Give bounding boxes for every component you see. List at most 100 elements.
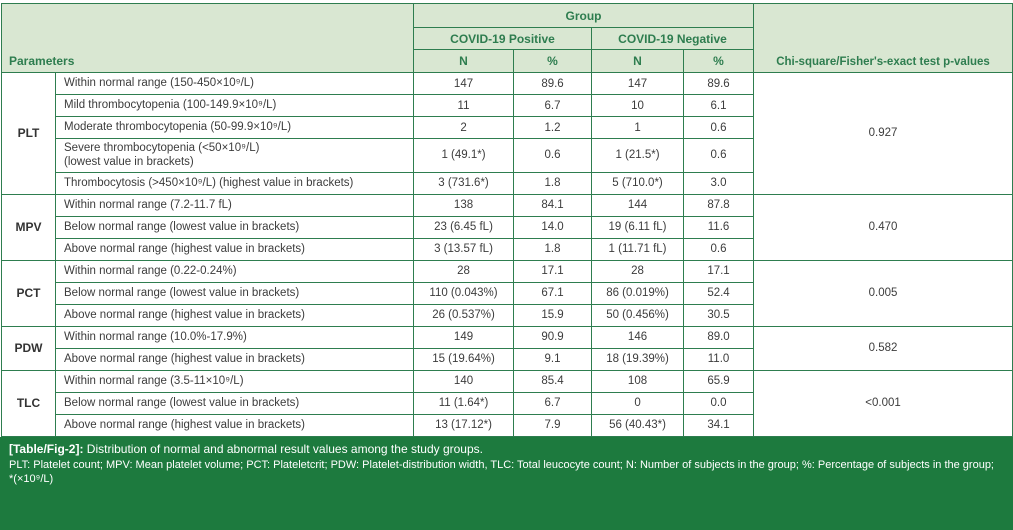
category-cell: Moderate thrombocytopenia (50-99.9×10⁹/L… [54, 116, 415, 139]
pos-n-cell: 147 [413, 72, 515, 95]
pdw-section: PDW Within normal range (10.0%-17.9%) 14… [1, 325, 1013, 371]
pos-n-cell: 1 (49.1*) [413, 138, 515, 173]
neg-percent-cell: 34.1 [683, 413, 755, 437]
plt-section: PLT Within normal range (150-450×10⁹/L) … [1, 72, 1013, 195]
neg-percent-cell: 0.6 [683, 138, 755, 173]
caption-note: *(×10⁹/L) [9, 473, 54, 486]
table-row: TLC Within normal range (3.5-11×10⁹/L) 1… [1, 369, 1013, 437]
category-cell: Within normal range (0.22-0.24%) [54, 259, 415, 283]
table-row: Mild thrombocytopenia (100-149.9×10⁹/L) … [2, 94, 1013, 117]
neg-percent-cell: 89.6 [683, 72, 755, 95]
category-cell: Mild thrombocytopenia (100-149.9×10⁹/L) [54, 94, 415, 117]
neg-n-cell: 144 [591, 193, 685, 217]
covid-positive-header: COVID-19 Positive [413, 27, 593, 50]
category-cell: Severe thrombocytopenia (<50×10⁹/L) (low… [54, 138, 415, 173]
neg-percent-cell: 6.1 [683, 94, 755, 117]
neg-n-cell: 50 (0.456%) [591, 303, 685, 327]
pos-percent-cell: 90.9 [513, 325, 593, 349]
pos-percent-cell: 9.1 [513, 347, 593, 371]
category-cell: Within normal range (3.5-11×10⁹/L) [54, 369, 415, 393]
pos-percent-cell: 1.2 [513, 116, 593, 139]
table-row: Above normal range (highest value in bra… [2, 347, 1013, 371]
neg-percent-cell: 89.0 [683, 325, 755, 349]
neg-percent-cell: 0.6 [683, 237, 755, 261]
table-row: Below normal range (lowest value in brac… [2, 281, 1013, 305]
caption-abbreviations: PLT: Platelet count; MPV: Mean platelet … [9, 458, 994, 471]
pos-percent-cell: 84.1 [513, 193, 593, 217]
pos-n-cell: 138 [413, 193, 515, 217]
neg-n-cell: 146 [591, 325, 685, 349]
table-row: PLT Within normal range (150-450×10⁹/L) … [1, 72, 1013, 195]
pos-n-cell: 15 (19.64%) [413, 347, 515, 371]
table-row: PCT Within normal range (0.22-0.24%) 28 … [1, 259, 1013, 327]
neg-n-cell: 18 (19.39%) [591, 347, 685, 371]
results-table: Parameters Group Chi-square/Fisher's-exa… [0, 3, 1013, 437]
neg-n-cell: 56 (40.43*) [591, 413, 685, 437]
neg-n-header: N [591, 49, 685, 73]
pos-percent-cell: 89.6 [513, 72, 593, 95]
parameter-label-pdw: PDW [1, 325, 56, 371]
caption-label: [Table/Fig-2]: [9, 441, 84, 456]
parameter-label-tlc: TLC [1, 369, 56, 437]
table-row: MPV Within normal range (7.2-11.7 fL) 13… [1, 193, 1013, 261]
p-value-cell: 0.582 [753, 325, 1013, 371]
table-header: Parameters Group Chi-square/Fisher's-exa… [0, 3, 1013, 73]
neg-percent-header: % [683, 49, 755, 73]
neg-n-cell: 0 [591, 391, 685, 415]
pos-n-cell: 13 (17.12*) [413, 413, 515, 437]
category-cell: Above normal range (highest value in bra… [54, 303, 415, 327]
neg-percent-cell: 3.0 [683, 171, 755, 195]
pos-n-cell: 23 (6.45 fL) [413, 215, 515, 239]
neg-n-cell: 5 (710.0*) [591, 171, 685, 195]
pos-n-cell: 28 [413, 259, 515, 283]
pos-n-cell: 3 (13.57 fL) [413, 237, 515, 261]
p-value-cell: 0.927 [753, 72, 1013, 195]
p-value-cell: 0.470 [753, 193, 1013, 261]
parameter-label-plt: PLT [1, 72, 56, 195]
table-row: Severe thrombocytopenia (<50×10⁹/L) (low… [2, 138, 1013, 173]
pos-percent-cell: 0.6 [513, 138, 593, 173]
pos-n-cell: 2 [413, 116, 515, 139]
p-value-cell: <0.001 [753, 369, 1013, 437]
neg-n-cell: 10 [591, 94, 685, 117]
neg-percent-cell: 87.8 [683, 193, 755, 217]
table-row: PDW Within normal range (10.0%-17.9%) 14… [1, 325, 1013, 371]
category-cell: Below normal range (lowest value in brac… [54, 215, 415, 239]
table-row: Moderate thrombocytopenia (50-99.9×10⁹/L… [2, 116, 1013, 139]
neg-percent-cell: 11.6 [683, 215, 755, 239]
category-cell: Above normal range (highest value in bra… [54, 413, 415, 437]
table-row: Thrombocytosis (>450×10⁹/L) (highest val… [2, 171, 1013, 195]
category-cell: Within normal range (7.2-11.7 fL) [54, 193, 415, 217]
caption-title: [Table/Fig-2]: Distribution of normal an… [9, 442, 1004, 458]
table-row: Below normal range (lowest value in brac… [2, 391, 1013, 415]
pos-percent-header: % [513, 49, 593, 73]
neg-n-cell: 86 (0.019%) [591, 281, 685, 305]
category-cell: Above normal range (highest value in bra… [54, 237, 415, 261]
table-row: Below normal range (lowest value in brac… [2, 215, 1013, 239]
pos-percent-cell: 7.9 [513, 413, 593, 437]
pos-n-cell: 11 (1.64*) [413, 391, 515, 415]
table-row: Above normal range (highest value in bra… [2, 413, 1013, 437]
parameter-label-pct: PCT [1, 259, 56, 327]
category-cell: Above normal range (highest value in bra… [54, 347, 415, 371]
neg-percent-cell: 0.0 [683, 391, 755, 415]
pos-percent-cell: 6.7 [513, 94, 593, 117]
neg-n-cell: 28 [591, 259, 685, 283]
pos-n-cell: 3 (731.6*) [413, 171, 515, 195]
category-cell: Below normal range (lowest value in brac… [54, 391, 415, 415]
p-value-cell: 0.005 [753, 259, 1013, 327]
pos-percent-cell: 14.0 [513, 215, 593, 239]
covid-negative-header: COVID-19 Negative [591, 27, 755, 50]
parameter-label-mpv: MPV [1, 193, 56, 261]
neg-n-cell: 1 (11.71 fL) [591, 237, 685, 261]
neg-n-cell: 1 [591, 116, 685, 139]
pos-n-cell: 110 (0.043%) [413, 281, 515, 305]
neg-percent-cell: 11.0 [683, 347, 755, 371]
pos-percent-cell: 15.9 [513, 303, 593, 327]
neg-percent-cell: 65.9 [683, 369, 755, 393]
figure-caption: [Table/Fig-2]: Distribution of normal an… [0, 436, 1013, 530]
neg-n-cell: 108 [591, 369, 685, 393]
category-cell: Below normal range (lowest value in brac… [54, 281, 415, 305]
table-row: Above normal range (highest value in bra… [2, 237, 1013, 261]
